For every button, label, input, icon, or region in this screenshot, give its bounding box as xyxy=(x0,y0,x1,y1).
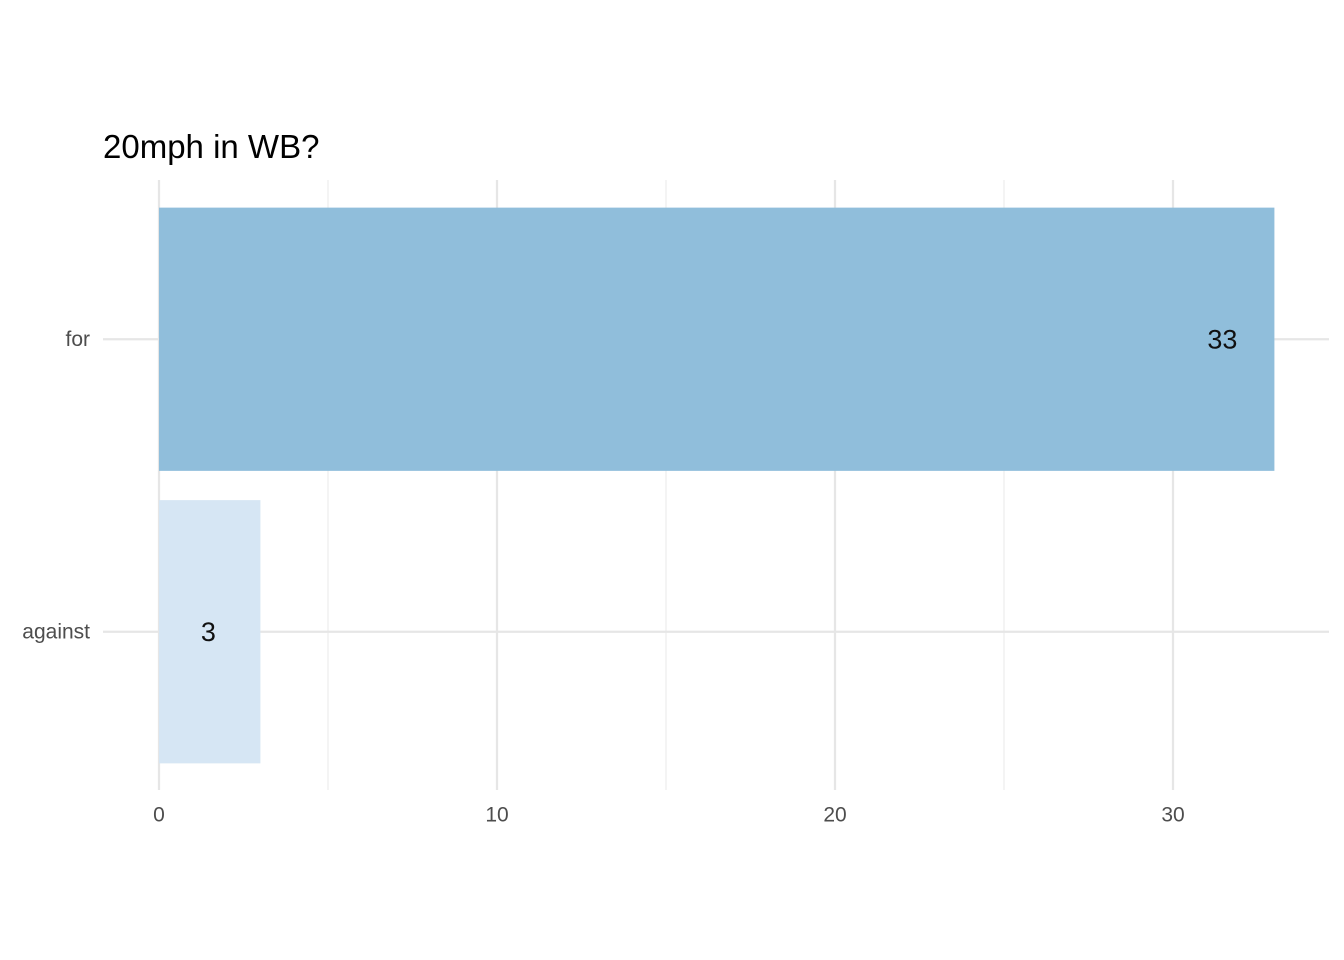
x-tick-label: 0 xyxy=(153,804,165,827)
chart-title: 20mph in WB? xyxy=(103,128,319,165)
x-tick-label: 20 xyxy=(823,804,846,827)
bar-value-label: 3 xyxy=(201,617,216,647)
x-tick-label: 30 xyxy=(1161,804,1184,827)
labels: 3 against 33 for 0 10 20 30 xyxy=(22,324,1237,826)
bar-value-label: 33 xyxy=(1207,324,1237,354)
y-tick-label: for xyxy=(65,328,90,351)
bars xyxy=(159,207,1275,764)
bar-for xyxy=(159,207,1275,471)
x-tick-label: 10 xyxy=(485,804,508,827)
y-tick-label: against xyxy=(22,620,90,643)
bar-against xyxy=(159,500,261,764)
